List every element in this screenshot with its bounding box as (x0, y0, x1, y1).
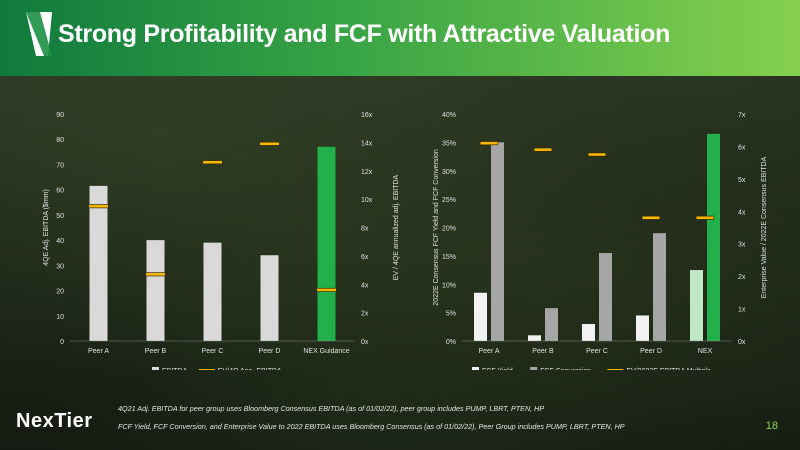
bar-fcf-yield (474, 292, 487, 341)
category-label: Peer B (145, 348, 167, 355)
marker-ev-4q-ann-ebitda (89, 204, 108, 208)
bar-fcf-conversion (599, 253, 612, 341)
y-tick-label: 20 (56, 289, 64, 296)
category-label: Peer D (259, 348, 281, 355)
bar-ebitda (89, 185, 108, 341)
bar-fcf-conversion (707, 133, 720, 341)
category-label: NEX (698, 348, 713, 355)
marker-ev-4q-ann-ebitda (203, 160, 222, 164)
legend-ebitda: EBITDA (162, 368, 188, 370)
legend-ev-4q-ann-ebitda: EV/4Q Ann. EBITDA (218, 368, 282, 370)
category-label: Peer C (586, 348, 608, 355)
bar-ebitda (260, 255, 279, 341)
y-tick-label: 50 (56, 213, 64, 220)
bar-ebitda (203, 242, 222, 341)
bar-fcf-yield (528, 335, 541, 341)
bar-ebitda (146, 240, 165, 341)
y-tick-label: 10 (56, 314, 64, 321)
y2-tick-label: 10x (361, 197, 373, 204)
marker-ev-4q-ann-ebitda (260, 142, 279, 146)
y2-tick-label: 12x (361, 169, 373, 176)
legend-ev-2022e-ebitda-multiple: EV/2022E EBITDA Multiple (626, 368, 711, 370)
y-tick-label: 40% (442, 112, 456, 119)
y2-tick-label: 14x (361, 140, 373, 147)
y-tick-label: 60 (56, 188, 64, 195)
y-tick-label: 30% (442, 169, 456, 176)
y-tick-label: 70 (56, 162, 64, 169)
y2-tick-label: 7x (738, 112, 746, 119)
nextier-mark-icon (26, 12, 52, 56)
y2-tick-label: 4x (361, 282, 369, 289)
y-tick-label: 0% (446, 339, 456, 346)
y-tick-label: 35% (442, 140, 456, 147)
category-label: Peer B (532, 348, 554, 355)
y2-axis-title: EV / 4QE annualized adj. EBITDA (393, 174, 400, 280)
y-axis-title: 4QE Adj. EBITDA ($mm) (43, 189, 50, 266)
marker-ev-2022e-ebitda-multiple (534, 148, 552, 151)
category-label: Peer A (478, 348, 499, 355)
marker-ev-2022e-ebitda-multiple (696, 216, 714, 220)
marker-ev-2022e-ebitda-multiple (480, 141, 498, 145)
marker-ev-2022e-ebitda-multiple (588, 153, 606, 156)
nextier-logo: NexTier (16, 410, 93, 432)
y2-tick-label: 1x (738, 307, 746, 314)
category-label: Peer A (88, 348, 109, 355)
bar-fcf-yield (690, 270, 703, 341)
category-label: Peer D (640, 348, 662, 355)
y-tick-label: 0 (60, 339, 64, 346)
legend-ebitda-swatch (152, 367, 159, 370)
legend-fcf-conversion: FCF Conversion (540, 368, 591, 370)
y-axis-title: 2022E Consensus FCF Yield and FCF Conver… (433, 149, 440, 306)
y2-tick-label: 3x (738, 242, 746, 249)
legend-ev-4q-ann-ebitda-swatch (198, 369, 215, 370)
category-label: NEX Guidance (303, 348, 349, 355)
legend-fcf-conversion-swatch (530, 367, 538, 370)
bar-ebitda (317, 146, 336, 341)
bar-fcf-conversion (545, 308, 558, 341)
y-tick-label: 30 (56, 263, 64, 270)
page-number: 18 (765, 420, 778, 432)
bar-fcf-conversion (653, 233, 666, 341)
footnote-fcf: FCF Yield, FCF Conversion, and Enterpris… (118, 422, 625, 431)
y2-tick-label: 16x (361, 112, 373, 119)
y2-axis-title: Enterprise Value / 2022E Consensus EBITD… (761, 156, 768, 298)
footnote-ebitda: 4Q21 Adj. EBITDA for peer group uses Blo… (118, 404, 545, 413)
fcf-chart: 0% 5% 10% 15% 20% 25% 30% 35% 40% 0x 1x 2x 3x 4x 5x 6x 7… (433, 112, 768, 370)
y-tick-label: 40 (56, 238, 64, 245)
legend-fcf-yield-swatch (472, 367, 479, 370)
y2-tick-label: 6x (361, 254, 369, 261)
y2-tick-label: 4x (738, 209, 746, 216)
bar-fcf-yield (582, 323, 595, 341)
y2-tick-label: 2x (738, 274, 746, 281)
y2-tick-label: 5x (738, 177, 746, 184)
ebitda-chart: 0 10 20 30 40 50 60 70 80 90 0x 2x 4x 6x 8x 10x 12x 14x 16… (43, 112, 400, 370)
page-title: Strong Profitability and FCF with Attrac… (58, 20, 671, 48)
y-tick-label: 90 (56, 112, 64, 119)
y2-tick-label: 0x (361, 339, 369, 346)
y-tick-label: 15% (442, 254, 456, 261)
marker-ev-4q-ann-ebitda (317, 288, 336, 292)
y2-tick-label: 8x (361, 226, 369, 233)
bar-fcf-yield (636, 315, 649, 341)
y-tick-label: 80 (56, 137, 64, 144)
title-bar: Strong Profitability and FCF with Attrac… (0, 0, 800, 76)
y-tick-label: 10% (442, 282, 456, 289)
y2-tick-label: 6x (738, 144, 746, 151)
y-tick-label: 5% (446, 311, 456, 318)
category-label: Peer C (202, 348, 224, 355)
marker-ev-4q-ann-ebitda (146, 273, 165, 276)
legend-ev-2022e-ebitda-multiple-swatch (607, 369, 624, 370)
bar-fcf-conversion (491, 142, 504, 341)
legend-fcf-yield: FCF Yield (482, 368, 513, 370)
y2-tick-label: 0x (738, 339, 746, 346)
y-tick-label: 20% (442, 226, 456, 233)
y-tick-label: 25% (442, 197, 456, 204)
y2-tick-label: 2x (361, 311, 369, 318)
marker-ev-2022e-ebitda-multiple (642, 216, 660, 220)
